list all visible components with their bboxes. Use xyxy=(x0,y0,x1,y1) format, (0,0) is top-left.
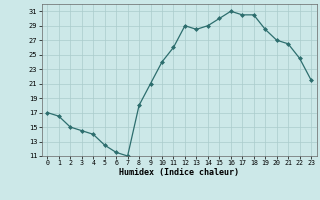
X-axis label: Humidex (Indice chaleur): Humidex (Indice chaleur) xyxy=(119,168,239,177)
